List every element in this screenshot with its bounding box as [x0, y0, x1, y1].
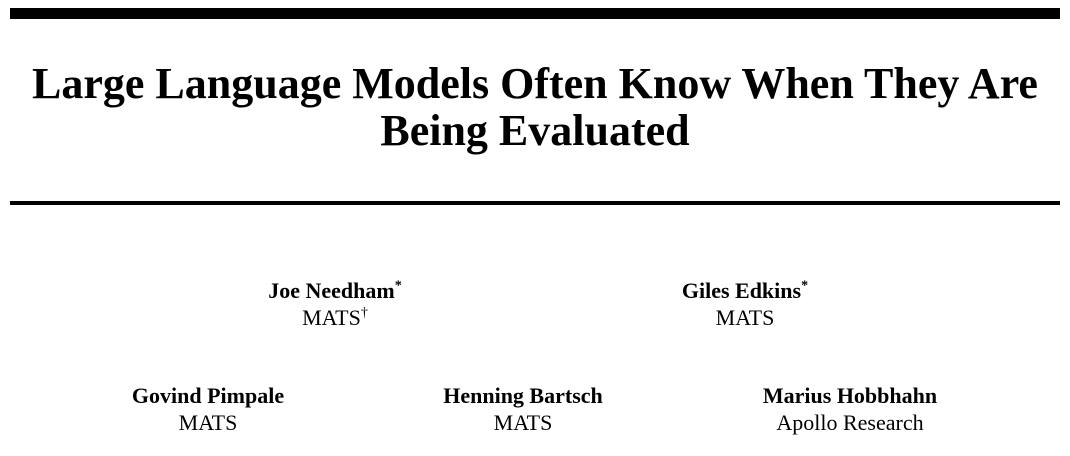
author-name-text: Giles Edkins — [681, 278, 802, 303]
footnote-marker-dagger: † — [360, 304, 368, 321]
author-name: Marius Hobbhahn — [700, 382, 1000, 409]
author-affiliation: Apollo Research — [700, 409, 1000, 436]
author-name-text: Henning Bartsch — [443, 383, 603, 408]
paper-title-line-2: Being Evaluated — [380, 106, 690, 155]
title-bottom-rule — [10, 201, 1060, 205]
author-name-text: Joe Needham — [268, 278, 395, 303]
author-name-text: Marius Hobbhahn — [762, 383, 938, 408]
author-affiliation-text: MATS — [493, 410, 553, 435]
author-name-text: Govind Pimpale — [131, 383, 285, 408]
author-name: Giles Edkins* — [595, 277, 895, 304]
author-block-joe-needham: Joe Needham* MATS† — [185, 277, 485, 331]
author-affiliation: MATS — [595, 304, 895, 331]
author-affiliation: MATS — [58, 409, 358, 436]
top-rule — [10, 8, 1060, 19]
author-block-giles-edkins: Giles Edkins* MATS — [595, 277, 895, 331]
author-affiliation-text: MATS — [715, 305, 775, 330]
author-block-marius-hobbhahn: Marius Hobbhahn Apollo Research — [700, 382, 1000, 436]
footnote-marker-asterisk: * — [394, 277, 402, 294]
author-block-henning-bartsch: Henning Bartsch MATS — [373, 382, 673, 436]
footnote-marker-asterisk: * — [801, 277, 809, 294]
paper-title: Large Language Models Often Know When Th… — [0, 60, 1070, 154]
author-affiliation: MATS — [373, 409, 673, 436]
author-name: Henning Bartsch — [373, 382, 673, 409]
author-affiliation: MATS† — [185, 304, 485, 331]
author-name: Govind Pimpale — [58, 382, 358, 409]
author-block-govind-pimpale: Govind Pimpale MATS — [58, 382, 358, 436]
author-affiliation-text: MATS — [302, 305, 361, 330]
author-affiliation-text: Apollo Research — [776, 410, 924, 435]
author-affiliation-text: MATS — [178, 410, 238, 435]
author-name: Joe Needham* — [185, 277, 485, 304]
paper-title-line-1: Large Language Models Often Know When Th… — [32, 59, 1038, 108]
